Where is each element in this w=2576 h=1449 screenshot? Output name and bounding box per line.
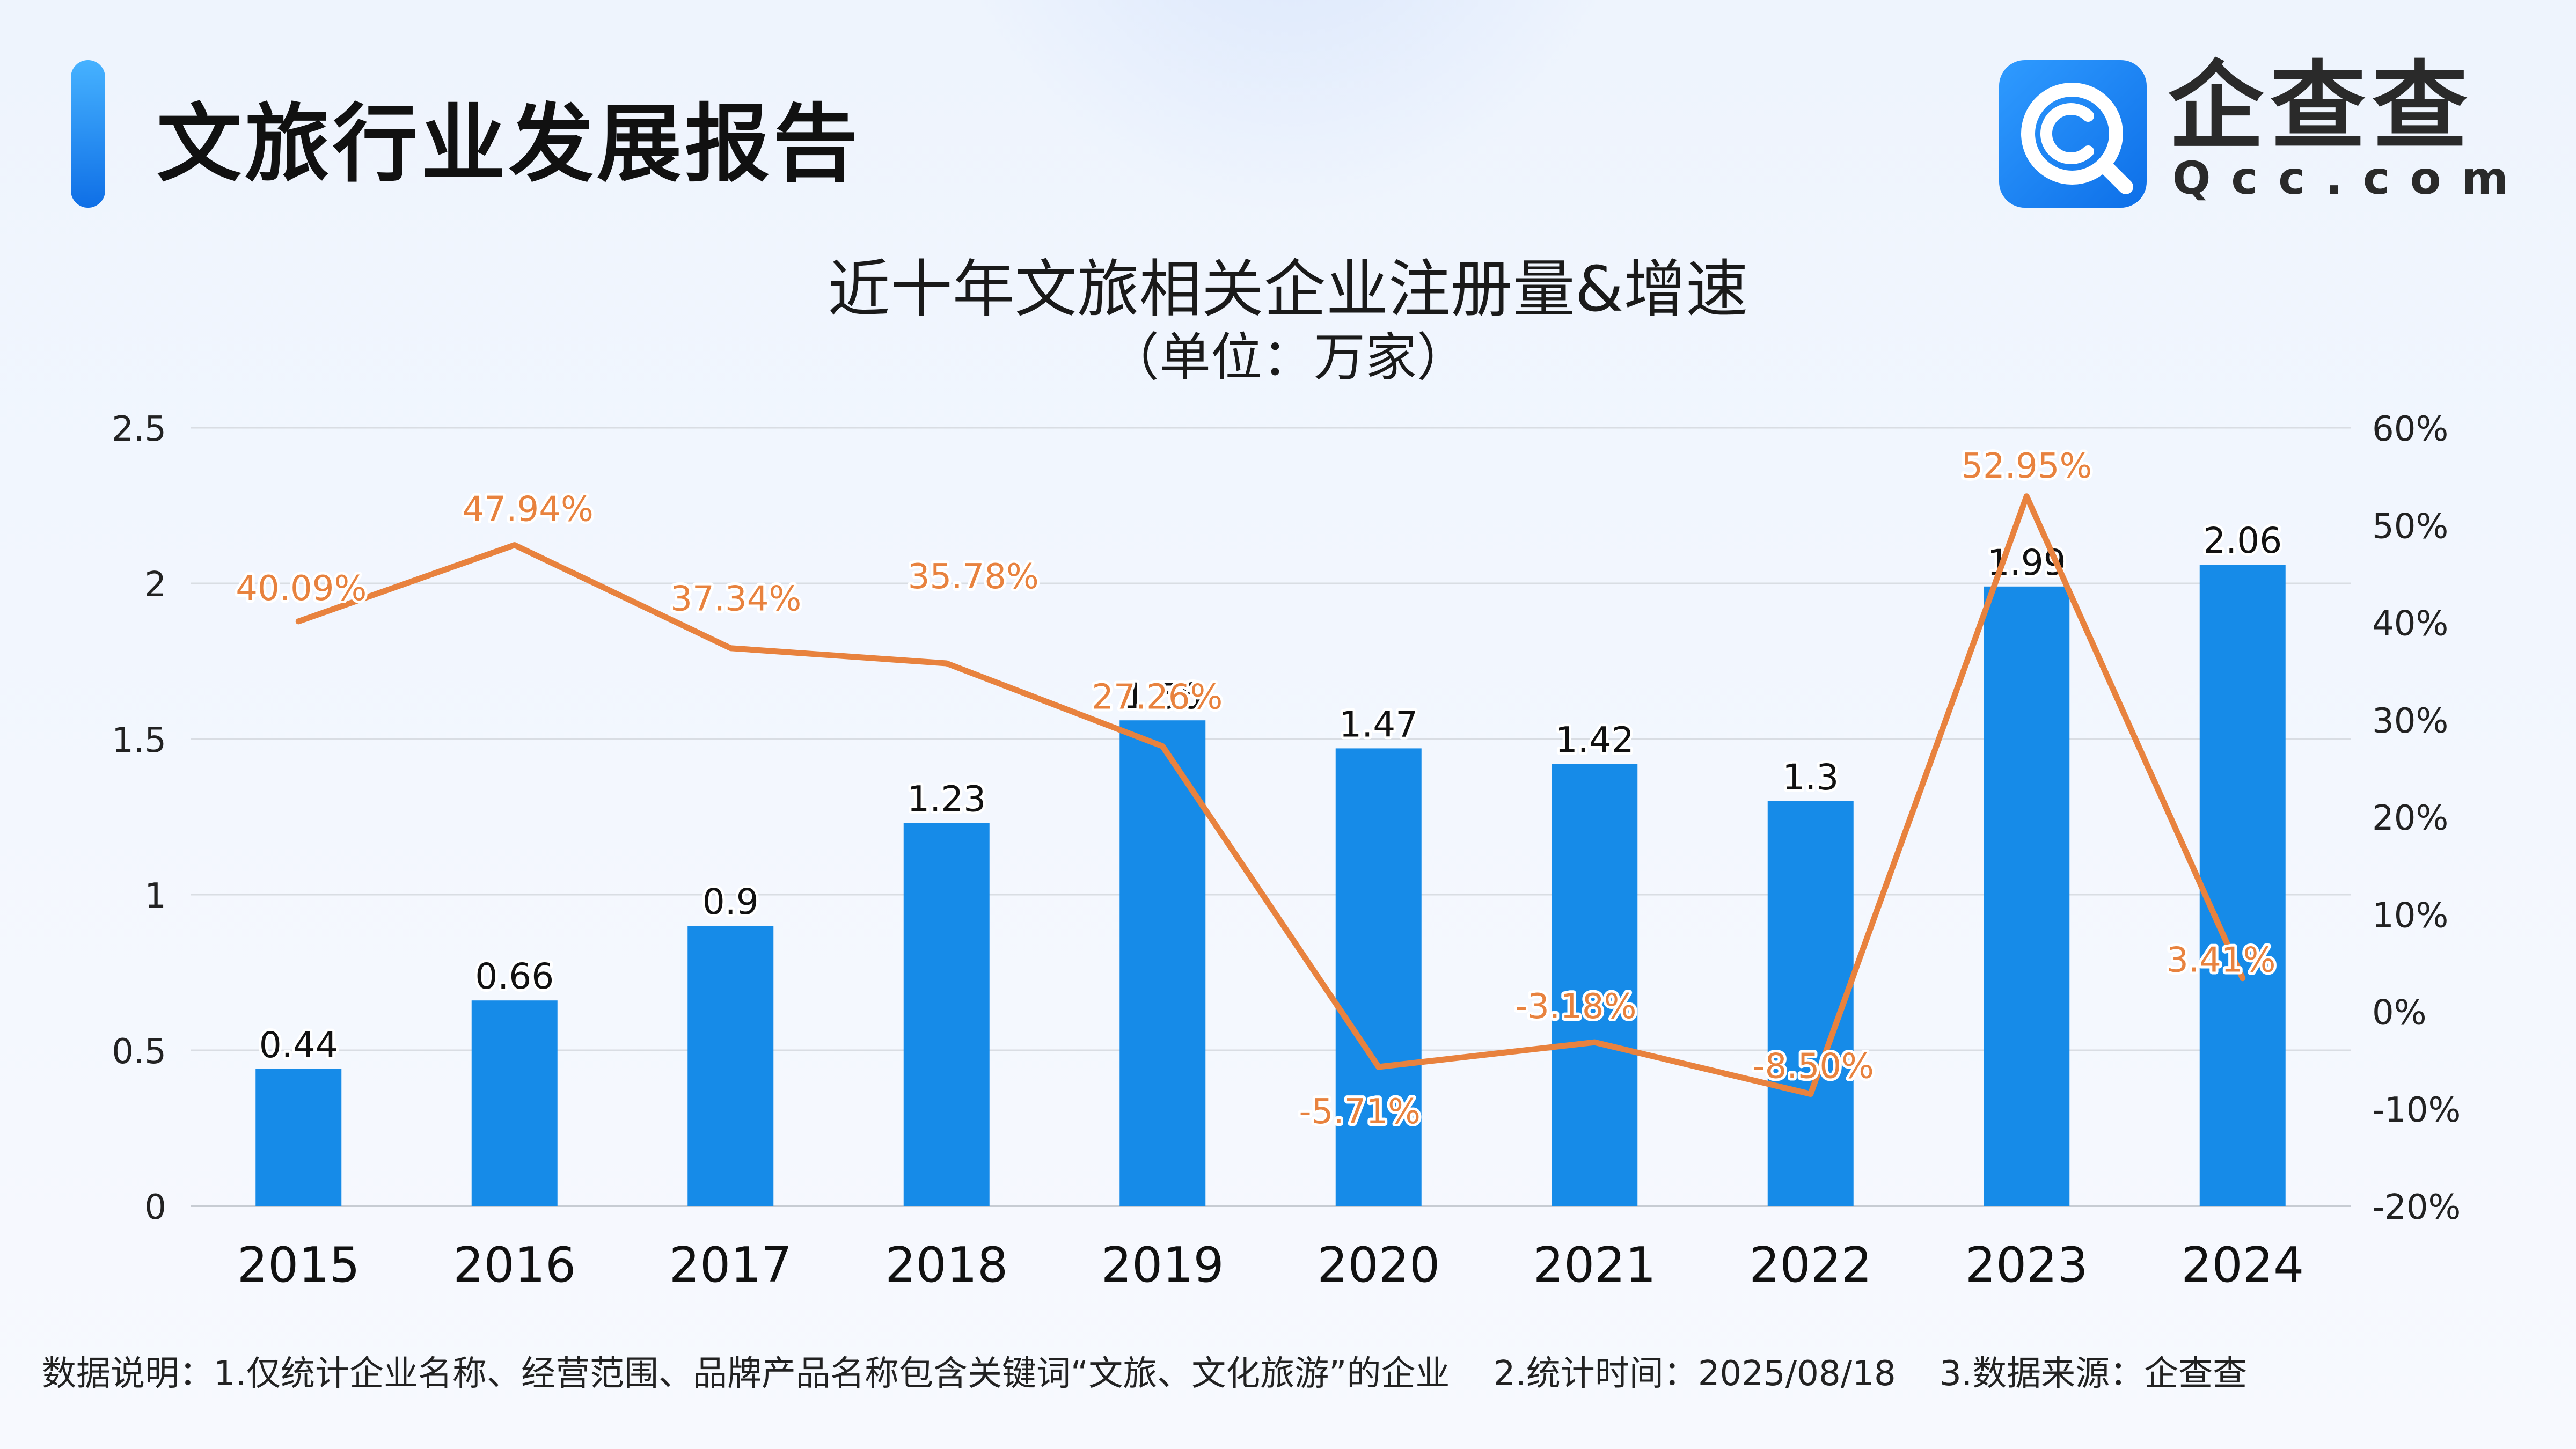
- growth-point: [730, 647, 731, 649]
- growth-point: [1378, 1066, 1379, 1067]
- x-tick-label: 2017: [669, 1237, 792, 1293]
- bar: [1335, 748, 1422, 1206]
- growth-point: [1162, 745, 1163, 747]
- bar: [903, 823, 990, 1206]
- growth-data-label: 37.34%: [670, 580, 801, 619]
- y-left-tick-label: 0: [144, 1188, 166, 1227]
- y-right-tick-label: 10%: [2372, 896, 2448, 935]
- x-tick-label: 2023: [1965, 1237, 2088, 1293]
- bar-data-label: 1.23: [907, 779, 986, 820]
- y-right-tick-label: 40%: [2372, 604, 2448, 644]
- growth-point: [1810, 1093, 1811, 1095]
- growth-data-label: 52.95%: [1961, 447, 2092, 486]
- chart-title: 近十年文旅相关企业注册量&增速: [828, 253, 1748, 326]
- bar: [471, 1000, 558, 1206]
- growth-data-label: 40.09%: [236, 569, 367, 609]
- bar: [687, 926, 774, 1206]
- y-left-tick-label: 2.5: [112, 409, 166, 449]
- bar: [2199, 565, 2286, 1206]
- growth-point: [514, 544, 515, 546]
- bar: [1552, 764, 1638, 1206]
- y-right-tick-label: 30%: [2372, 701, 2448, 741]
- bar-data-label: 0.66: [475, 956, 554, 997]
- footnote-stat-time: 2.统计时间：2025/08/18: [1493, 1354, 1896, 1394]
- bar-data-label: 0.9: [702, 881, 759, 923]
- bar-data-label: 1.47: [1339, 704, 1418, 745]
- bar: [255, 1069, 342, 1206]
- growth-data-label: -3.18%: [1515, 987, 1636, 1027]
- bar-data-label: 2.06: [2203, 520, 2282, 561]
- y-left-tick-label: 1: [144, 876, 166, 916]
- logo-domain: Qcc.com: [2172, 152, 2529, 204]
- bar: [1984, 586, 2070, 1206]
- growth-point: [2026, 495, 2028, 497]
- y-right-tick-label: 60%: [2372, 409, 2448, 449]
- x-tick-label: 2022: [1749, 1237, 1872, 1293]
- y-right-tick-label: -10%: [2372, 1091, 2461, 1130]
- y-right-tick-label: -20%: [2372, 1188, 2461, 1227]
- growth-data-label: 3.41%: [2167, 941, 2275, 980]
- x-tick-label: 2019: [1101, 1237, 1224, 1293]
- qcc-logo-icon: [1999, 60, 2147, 208]
- growth-point: [298, 620, 299, 622]
- x-tick-label: 2021: [1533, 1237, 1656, 1293]
- bar-data-label: 1.56: [1123, 676, 1202, 717]
- footnote: 数据说明：1.仅统计企业名称、经营范围、品牌产品名称包含关键词“文旅、文化旅游”…: [42, 1346, 2247, 1395]
- y-left-tick-label: 1.5: [112, 721, 166, 760]
- y-left-tick-label: 2: [144, 565, 166, 605]
- growth-point: [946, 662, 947, 664]
- growth-line: [295, 493, 2246, 1097]
- x-tick-label: 2018: [885, 1237, 1008, 1293]
- x-tick-label: 2024: [2181, 1237, 2304, 1293]
- growth-point: [2242, 977, 2243, 979]
- chart-subtitle: （单位：万家）: [1108, 327, 1468, 387]
- x-tick-label: 2015: [237, 1237, 360, 1293]
- y-right-tick-label: 50%: [2372, 507, 2448, 546]
- bar: [1119, 720, 1206, 1206]
- footnote-data-note: 数据说明：1.仅统计企业名称、经营范围、品牌产品名称包含关键词“文旅、文化旅游”…: [42, 1354, 1450, 1394]
- title-accent-bar: [71, 60, 105, 208]
- bar: [1767, 801, 1854, 1206]
- y-right-tick-label: 20%: [2372, 799, 2448, 838]
- footnote-source: 3.数据来源：企查查: [1940, 1354, 2248, 1394]
- growth-data-label: 35.78%: [908, 557, 1039, 597]
- bar-data-label: 0.44: [259, 1024, 338, 1066]
- growth-data-label: 47.94%: [463, 490, 594, 530]
- growth-point: [1594, 1042, 1596, 1043]
- x-tick-label: 2016: [453, 1237, 576, 1293]
- y-left-tick-label: 0.5: [112, 1032, 166, 1072]
- page-title: 文旅行业发展报告: [157, 95, 861, 194]
- bar-data-label: 1.42: [1555, 719, 1634, 760]
- growth-data-label: -5.71%: [1299, 1092, 1421, 1132]
- growth-data-label: 27.26%: [1092, 677, 1223, 717]
- x-tick-label: 2020: [1317, 1237, 1440, 1293]
- logo-name: 企查查: [2168, 51, 2474, 162]
- y-right-tick-label: 0%: [2372, 993, 2427, 1033]
- growth-data-label: -8.50%: [1753, 1047, 1874, 1087]
- bar-data-label: 1.3: [1782, 757, 1839, 798]
